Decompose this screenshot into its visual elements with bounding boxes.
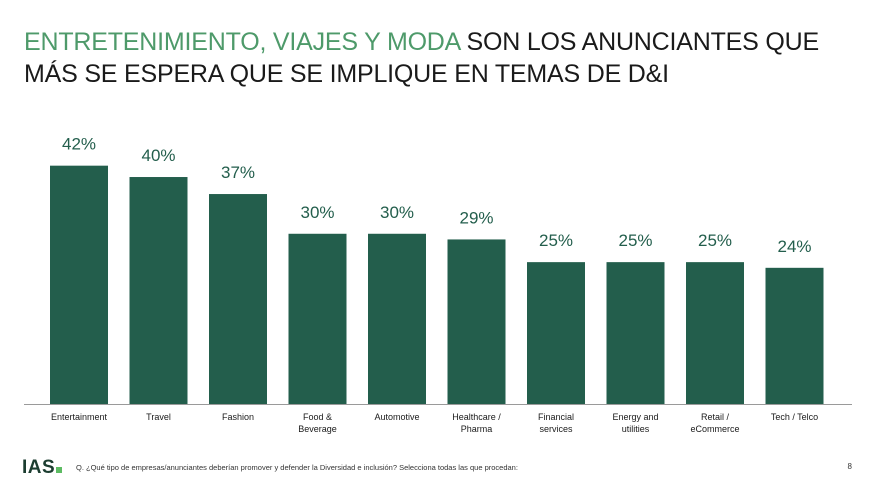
bar: [686, 262, 744, 404]
category-label: Food & Beverage: [298, 412, 337, 434]
bar-value-label: 42%: [62, 135, 96, 154]
bar-value-label: 29%: [459, 208, 493, 227]
bar: [447, 239, 506, 404]
bar-value-label: 40%: [141, 146, 175, 165]
bar-value-label: 25%: [539, 231, 573, 250]
bar-value-label: 30%: [380, 203, 414, 222]
survey-question: Q. ¿Qué tipo de empresas/anunciantes deb…: [76, 463, 518, 472]
bar: [50, 165, 108, 404]
title-rest: SON LOS ANUNCIANTES QUE MÁS SE ESPERA QU…: [24, 28, 819, 88]
bar-value-label: 24%: [777, 237, 811, 256]
bar: [606, 262, 665, 404]
bar: [288, 233, 347, 404]
bar-value-label: 30%: [300, 203, 334, 222]
category-label: Tech / Telco: [771, 412, 818, 422]
bar: [368, 233, 426, 404]
category-label: Energy and utilities: [612, 412, 658, 434]
category-label: Financial services: [538, 412, 574, 434]
bar: [209, 194, 267, 404]
title-accent: ENTRETENIMIENTO, VIAJES Y MODA: [24, 28, 460, 56]
bar-chart: 42% Entertainment 40% Travel 37% Fashion 30% Fo…: [24, 135, 852, 434]
bar: [129, 177, 188, 404]
bar: [765, 267, 824, 404]
category-label: Healthcare / Pharma: [452, 412, 501, 434]
category-label: Fashion: [222, 412, 254, 422]
page-title: ENTRETENIMIENTO, VIAJES Y MODA SON LOS A…: [24, 26, 844, 90]
page-number: 8: [847, 462, 852, 471]
bar-value-label: 25%: [698, 231, 732, 250]
bar: [527, 262, 585, 404]
category-label: Retail / eCommerce: [690, 412, 739, 434]
bar-value-label: 25%: [618, 231, 652, 250]
category-label: Travel: [146, 412, 171, 422]
bar-value-label: 37%: [221, 163, 255, 182]
category-label: Entertainment: [51, 412, 108, 422]
category-label: Automotive: [374, 412, 419, 422]
ias-logo: IAS: [22, 457, 63, 479]
logo-dot-icon: [56, 467, 63, 473]
